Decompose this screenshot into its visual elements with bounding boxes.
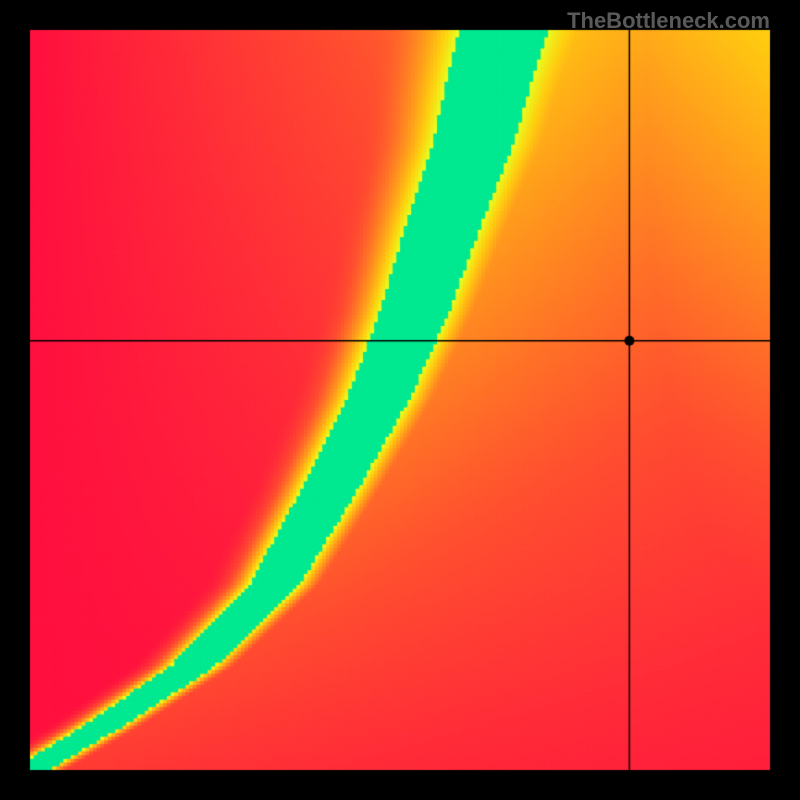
attribution-text: TheBottleneck.com (567, 8, 770, 34)
chart-container: TheBottleneck.com (0, 0, 800, 800)
bottleneck-heatmap (0, 0, 800, 800)
